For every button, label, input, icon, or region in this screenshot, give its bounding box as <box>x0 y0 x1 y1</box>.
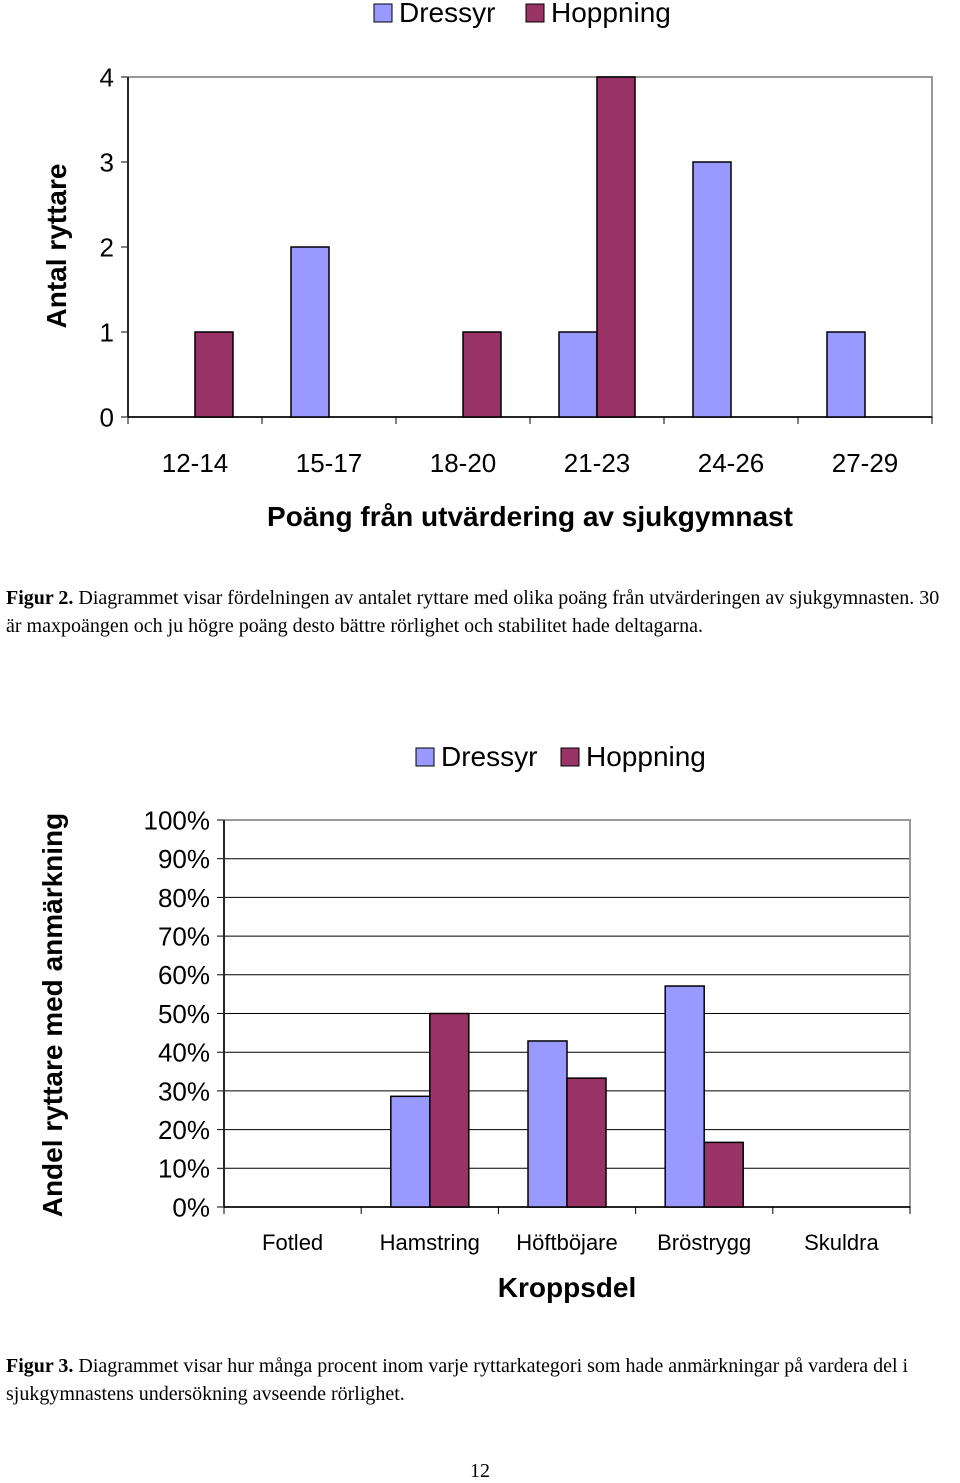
x-tick-label: 21-23 <box>564 448 631 478</box>
figure-3-chart: Dressyr Hoppning 0% 10% 20% 30% 40% 50% 60% 70% 80… <box>37 741 911 1303</box>
figure-3-text: Diagrammet visar hur många procent inom … <box>6 1355 909 1405</box>
x-tick-label: 15-17 <box>296 448 363 478</box>
y-tick-label: 50% <box>158 999 210 1029</box>
legend-label-dressyr: Dressyr <box>399 0 495 28</box>
figure-2-label: Figur 2. <box>6 587 74 609</box>
legend-label-dressyr: Dressyr <box>441 741 537 772</box>
x-tick-label: Hamstring <box>380 1230 480 1255</box>
legend-swatch-dressyr <box>415 747 435 767</box>
bar-hoppning-bröstrygg <box>703 1141 744 1208</box>
y-tick-label: 70% <box>158 921 210 951</box>
x-tick-label: Höftböjare <box>516 1230 618 1255</box>
bar-dressyr-15-17 <box>290 246 330 418</box>
y-tick-label: 10% <box>158 1154 210 1184</box>
y-tick-label: 4 <box>100 62 114 92</box>
y-tick-label: 2 <box>100 232 114 262</box>
y-tick-label: 0 <box>100 402 114 432</box>
bar-hoppning-hamstring <box>429 1012 470 1208</box>
x-tick-label: 24-26 <box>698 448 765 478</box>
bar-dressyr-24-26 <box>692 161 732 418</box>
bar-dressyr-hamstring <box>390 1095 431 1208</box>
bar-hoppning-12-14 <box>194 331 234 418</box>
bar-dressyr-höftböjare <box>527 1040 568 1208</box>
y-tick-label: 100% <box>144 805 211 835</box>
figure-2-caption: Figur 2. Diagrammet visar fördelningen a… <box>6 584 956 640</box>
legend-swatch-hoppning <box>560 747 580 767</box>
x-tick-label: Fotled <box>262 1230 323 1255</box>
y-tick-label: 80% <box>158 883 210 913</box>
y-tick-label: 20% <box>158 1115 210 1145</box>
legend-label-hoppning: Hoppning <box>586 741 706 772</box>
y-tick-label: 60% <box>158 960 210 990</box>
figure-3-label: Figur 3. <box>6 1355 74 1377</box>
x-tick-label: 27-29 <box>832 448 899 478</box>
legend-label-hoppning: Hoppning <box>551 0 671 28</box>
bar-dressyr-27-29 <box>826 331 866 418</box>
x-axis-title: Poäng från utvärdering av sjukgymnast <box>267 501 793 532</box>
bar-hoppning-21-23 <box>596 76 636 418</box>
y-tick-label: 90% <box>158 844 210 874</box>
y-axis-title: Antal ryttare <box>41 164 72 329</box>
bar-hoppning-höftböjare <box>566 1077 607 1208</box>
y-tick-label: 0% <box>172 1192 210 1222</box>
x-tick-label: Skuldra <box>804 1230 879 1255</box>
figure-3-caption: Figur 3. Diagrammet visar hur många proc… <box>6 1352 956 1408</box>
figure-2-text: Diagrammet visar fördelningen av antalet… <box>6 587 940 637</box>
legend-swatch-dressyr <box>373 3 393 23</box>
page-number: 12 <box>470 1460 490 1482</box>
figure-2-chart: Dressyr Hoppning 0 1 2 3 4 12-14 15-17 18-20 21-23… <box>41 0 933 532</box>
legend-swatch-hoppning <box>525 3 545 23</box>
x-tick-label: 12-14 <box>162 448 229 478</box>
y-axis-title: Andel ryttare med anmärkning <box>37 813 68 1218</box>
bar-hoppning-18-20 <box>462 331 502 418</box>
y-tick-label: 3 <box>100 147 114 177</box>
y-tick-label: 30% <box>158 1076 210 1106</box>
y-tick-label: 1 <box>100 317 114 347</box>
x-tick-label: Bröstrygg <box>657 1230 751 1255</box>
x-tick-label: 18-20 <box>430 448 497 478</box>
bar-dressyr-bröstrygg <box>664 985 705 1208</box>
x-axis-title: Kroppsdel <box>498 1272 636 1303</box>
y-tick-label: 40% <box>158 1038 210 1068</box>
